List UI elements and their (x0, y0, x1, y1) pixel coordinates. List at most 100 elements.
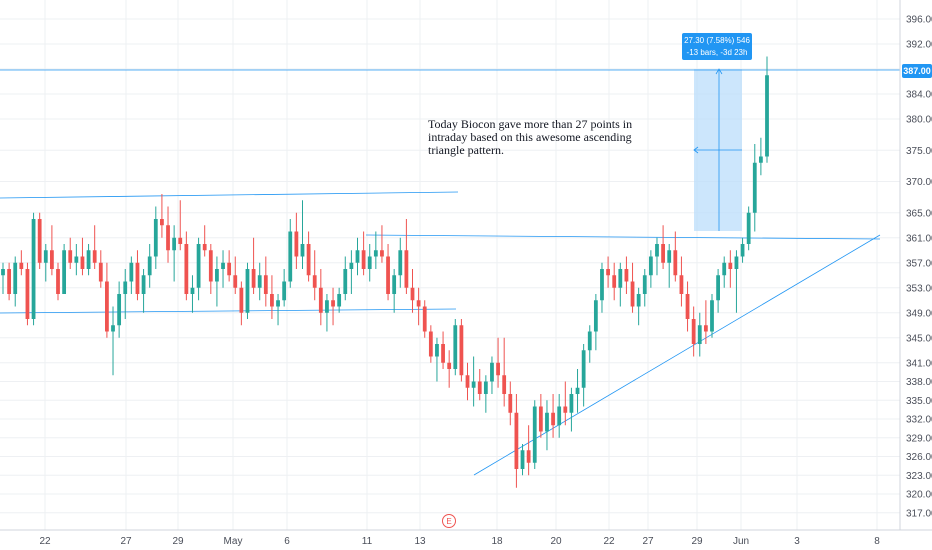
candle (355, 237, 360, 276)
candle (1, 262, 5, 294)
candle (545, 400, 549, 451)
y-tick-label: 375.00 (906, 146, 932, 157)
candle (697, 312, 702, 357)
candle (294, 212, 299, 269)
candle (386, 244, 390, 301)
candle (502, 337, 507, 407)
candle (435, 337, 439, 382)
candle (141, 269, 146, 313)
y-tick-label: 357.00 (906, 258, 932, 269)
candle (636, 287, 641, 326)
candle (276, 294, 280, 326)
candle (587, 325, 592, 363)
y-tick-label: 384.00 (906, 90, 932, 101)
candle (477, 369, 482, 401)
candle (361, 231, 366, 276)
candle (129, 256, 134, 294)
candle (306, 231, 311, 282)
x-tick-label: 11 (362, 536, 373, 547)
x-tick-label: 29 (691, 536, 703, 547)
y-tick-label: 329.00 (906, 433, 932, 444)
candle (416, 287, 421, 326)
y-tick-label: 338.00 (906, 377, 932, 388)
channel-top-line (0, 191, 459, 199)
candle (337, 287, 342, 313)
candle (282, 269, 287, 307)
candle (765, 56, 769, 163)
triangle-support-line (473, 234, 881, 476)
candle (221, 250, 225, 288)
x-tick-label: Jun (733, 536, 749, 547)
candle (490, 356, 494, 394)
candle (153, 206, 158, 269)
candle (68, 237, 73, 269)
y-tick-label: 396.00 (906, 15, 932, 26)
candle (569, 387, 574, 432)
candle (80, 237, 85, 276)
candle (184, 231, 189, 301)
candle (43, 244, 48, 282)
x-tick-label: 29 (172, 536, 184, 547)
y-tick-label: 341.00 (906, 358, 932, 369)
candle (752, 144, 757, 232)
x-tick-label: 27 (642, 536, 654, 547)
candle (465, 362, 470, 401)
measure-change: 27.30 (7.58%) 546 (684, 36, 750, 45)
candle (441, 331, 445, 369)
candle (483, 375, 488, 413)
candle (428, 325, 433, 363)
candle (642, 269, 647, 307)
triangle-resistance-line (365, 234, 881, 240)
candle (373, 231, 378, 269)
y-tick-label: 365.00 (906, 208, 932, 219)
candle (178, 200, 183, 251)
candle (685, 281, 690, 332)
candle (447, 350, 452, 388)
candle (728, 250, 733, 288)
candle (667, 244, 672, 288)
candle (648, 250, 653, 288)
x-tick-label: 13 (414, 536, 426, 547)
candle (538, 394, 543, 438)
candle (202, 225, 207, 257)
x-tick-label: 22 (603, 536, 615, 547)
candle (398, 237, 403, 288)
candle (758, 137, 763, 176)
y-tick-label: 332.00 (906, 415, 932, 426)
trendlines[interactable] (0, 69, 900, 476)
candle (532, 400, 537, 469)
candle (50, 225, 54, 276)
annotation-text[interactable]: Today Biocon gave more than 27 points in… (428, 117, 633, 157)
candle (453, 319, 458, 376)
candle (257, 262, 262, 301)
candle (593, 294, 598, 351)
earnings-marker-icon[interactable]: E (442, 514, 456, 528)
candle (208, 244, 213, 294)
measure-tooltip: 27.30 (7.58%) 546 -13 bars, -3d 23h (682, 33, 752, 60)
candle (551, 394, 555, 438)
x-tick-label: 22 (39, 536, 51, 547)
candle (215, 256, 219, 307)
candle (349, 250, 354, 294)
y-tick-label: 349.00 (906, 308, 932, 319)
candle (117, 281, 122, 338)
candle (92, 225, 97, 269)
candle (514, 394, 519, 488)
candle (746, 206, 751, 251)
y-tick-label: 335.00 (906, 396, 932, 407)
candle (691, 306, 696, 357)
last-price-label: 387.00 (902, 64, 932, 78)
y-tick-label: 326.00 (906, 452, 932, 463)
x-tick-label: 27 (120, 536, 132, 547)
candle (459, 319, 464, 382)
x-tick-label: 3 (794, 536, 800, 547)
price-axis[interactable]: 396.00392.00388.00384.00380.00375.00370.… (906, 15, 932, 520)
candle (318, 269, 323, 326)
candle (624, 256, 629, 294)
time-axis[interactable]: 22 27 29 May 6 11 13 18 20 22 27 29 Jun 3 8 (39, 536, 880, 547)
candle (618, 262, 623, 307)
candle (331, 287, 335, 326)
candle (160, 194, 164, 238)
y-tick-label: 353.00 (906, 283, 932, 294)
